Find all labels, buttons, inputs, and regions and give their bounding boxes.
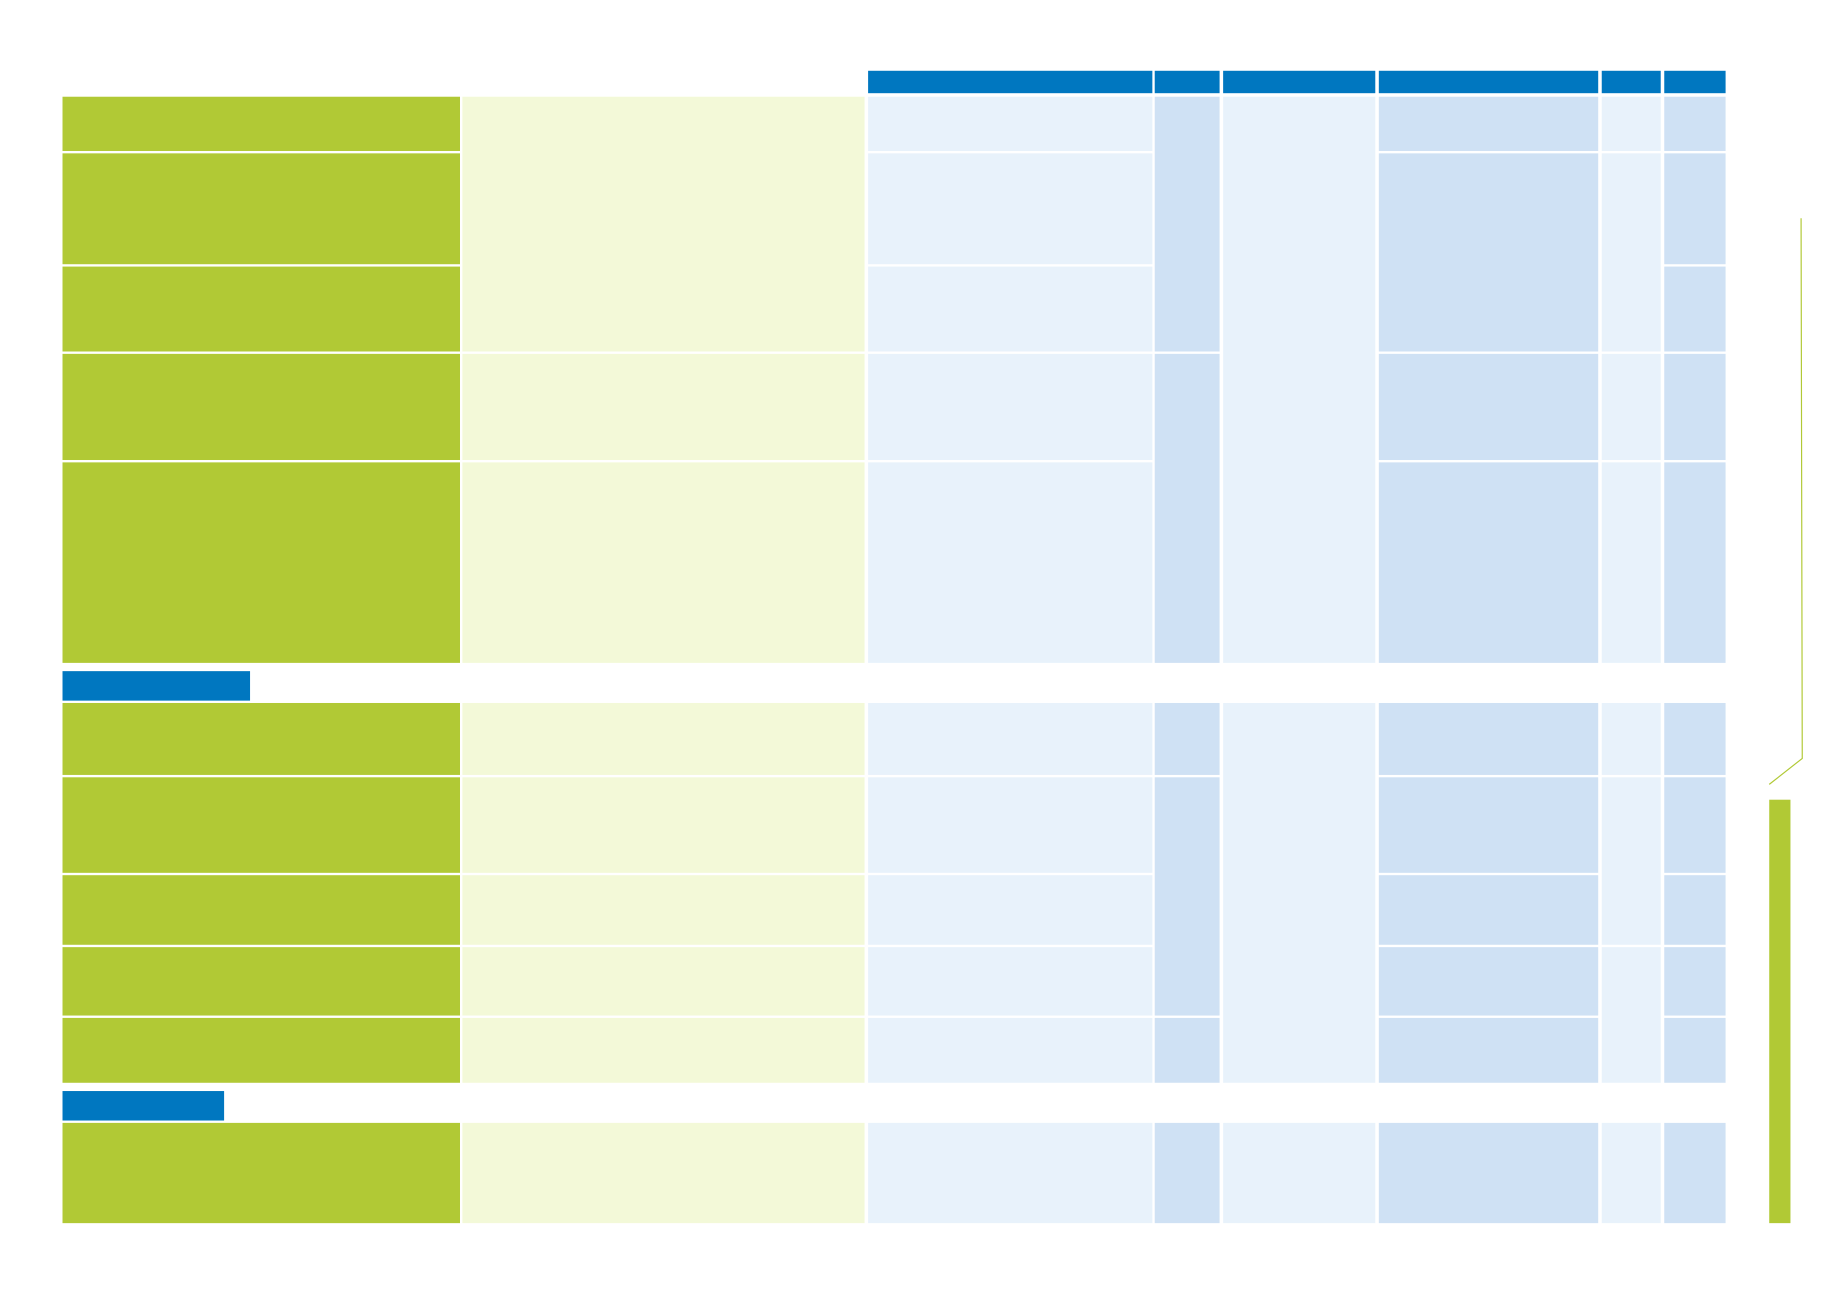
table-cell — [1664, 96, 1726, 151]
table-cell — [868, 702, 1153, 775]
table-cell — [1664, 875, 1726, 945]
table-cell — [1664, 777, 1726, 873]
header-cell — [1664, 70, 1726, 94]
table-cell — [868, 777, 1153, 873]
table-cell — [62, 947, 461, 1016]
table-cell — [1601, 777, 1661, 945]
table-cell — [868, 1017, 1153, 1083]
table-cell — [1223, 702, 1376, 1083]
table-cell — [1601, 153, 1661, 352]
table-cell — [868, 462, 1153, 663]
table-cell — [1664, 702, 1726, 775]
table-cell — [62, 777, 461, 873]
table-cell — [462, 702, 865, 775]
table-cell — [462, 353, 865, 461]
table-cell — [1154, 353, 1220, 663]
header-cell — [1223, 70, 1376, 94]
table-cell — [868, 96, 1153, 151]
table-cell — [868, 947, 1153, 1016]
table-cell — [1601, 702, 1661, 775]
table-cell — [1664, 947, 1726, 1016]
table-cell — [1378, 947, 1599, 1016]
table-cell — [1378, 875, 1599, 945]
header-cell — [1378, 70, 1599, 94]
table-cell — [1664, 353, 1726, 461]
table-cell — [1378, 96, 1599, 151]
table-cell — [1601, 96, 1661, 151]
table-cell — [1601, 947, 1661, 1083]
table-cell — [1378, 353, 1599, 461]
table-cell — [62, 702, 461, 775]
table-cell — [62, 353, 461, 461]
table-cell — [62, 1122, 461, 1224]
table-cell — [462, 875, 865, 945]
table-cell — [1154, 702, 1220, 775]
table-cell — [1378, 1017, 1599, 1083]
table-cell — [462, 462, 865, 663]
table-cell — [868, 266, 1153, 352]
table-cell — [62, 462, 461, 663]
section-tab — [62, 671, 251, 701]
table-cell — [1601, 462, 1661, 663]
table-cell — [1223, 1122, 1376, 1224]
table-cell — [1378, 777, 1599, 873]
table-cell — [1664, 462, 1726, 663]
table-cell — [868, 875, 1153, 945]
table-cell — [1378, 702, 1599, 775]
table-cell — [462, 1017, 865, 1083]
table-cell — [462, 1122, 865, 1224]
table-cell — [62, 266, 461, 352]
table-cell — [462, 947, 865, 1016]
table-cell — [1601, 353, 1661, 461]
table-cell — [868, 1122, 1153, 1224]
table-cell — [62, 1017, 461, 1083]
table-cell — [1378, 462, 1599, 663]
table-cell — [1664, 1017, 1726, 1083]
table-cell — [1154, 1017, 1220, 1083]
table-cell — [1154, 96, 1220, 352]
table-cell — [1664, 1122, 1726, 1224]
table-cell — [1223, 96, 1376, 663]
side-bar — [1769, 799, 1791, 1224]
table-cell — [868, 353, 1153, 461]
table-cell — [462, 777, 865, 873]
table-cell — [1154, 1122, 1220, 1224]
header-cell — [868, 70, 1153, 94]
table-cell — [1601, 1122, 1661, 1224]
table-cell — [1378, 1122, 1599, 1224]
table-cell — [1664, 153, 1726, 265]
table-cell — [62, 96, 461, 151]
table-cell — [62, 875, 461, 945]
table-cell — [1378, 153, 1599, 352]
side-bracket — [1768, 218, 1803, 785]
table-cell — [868, 153, 1153, 265]
table-cell — [62, 153, 461, 265]
header-cell — [1154, 70, 1220, 94]
section-tab — [62, 1091, 225, 1121]
header-cell — [1601, 70, 1661, 94]
table-cell — [1154, 777, 1220, 1016]
table-cell — [1664, 266, 1726, 352]
table-cell — [462, 96, 865, 352]
